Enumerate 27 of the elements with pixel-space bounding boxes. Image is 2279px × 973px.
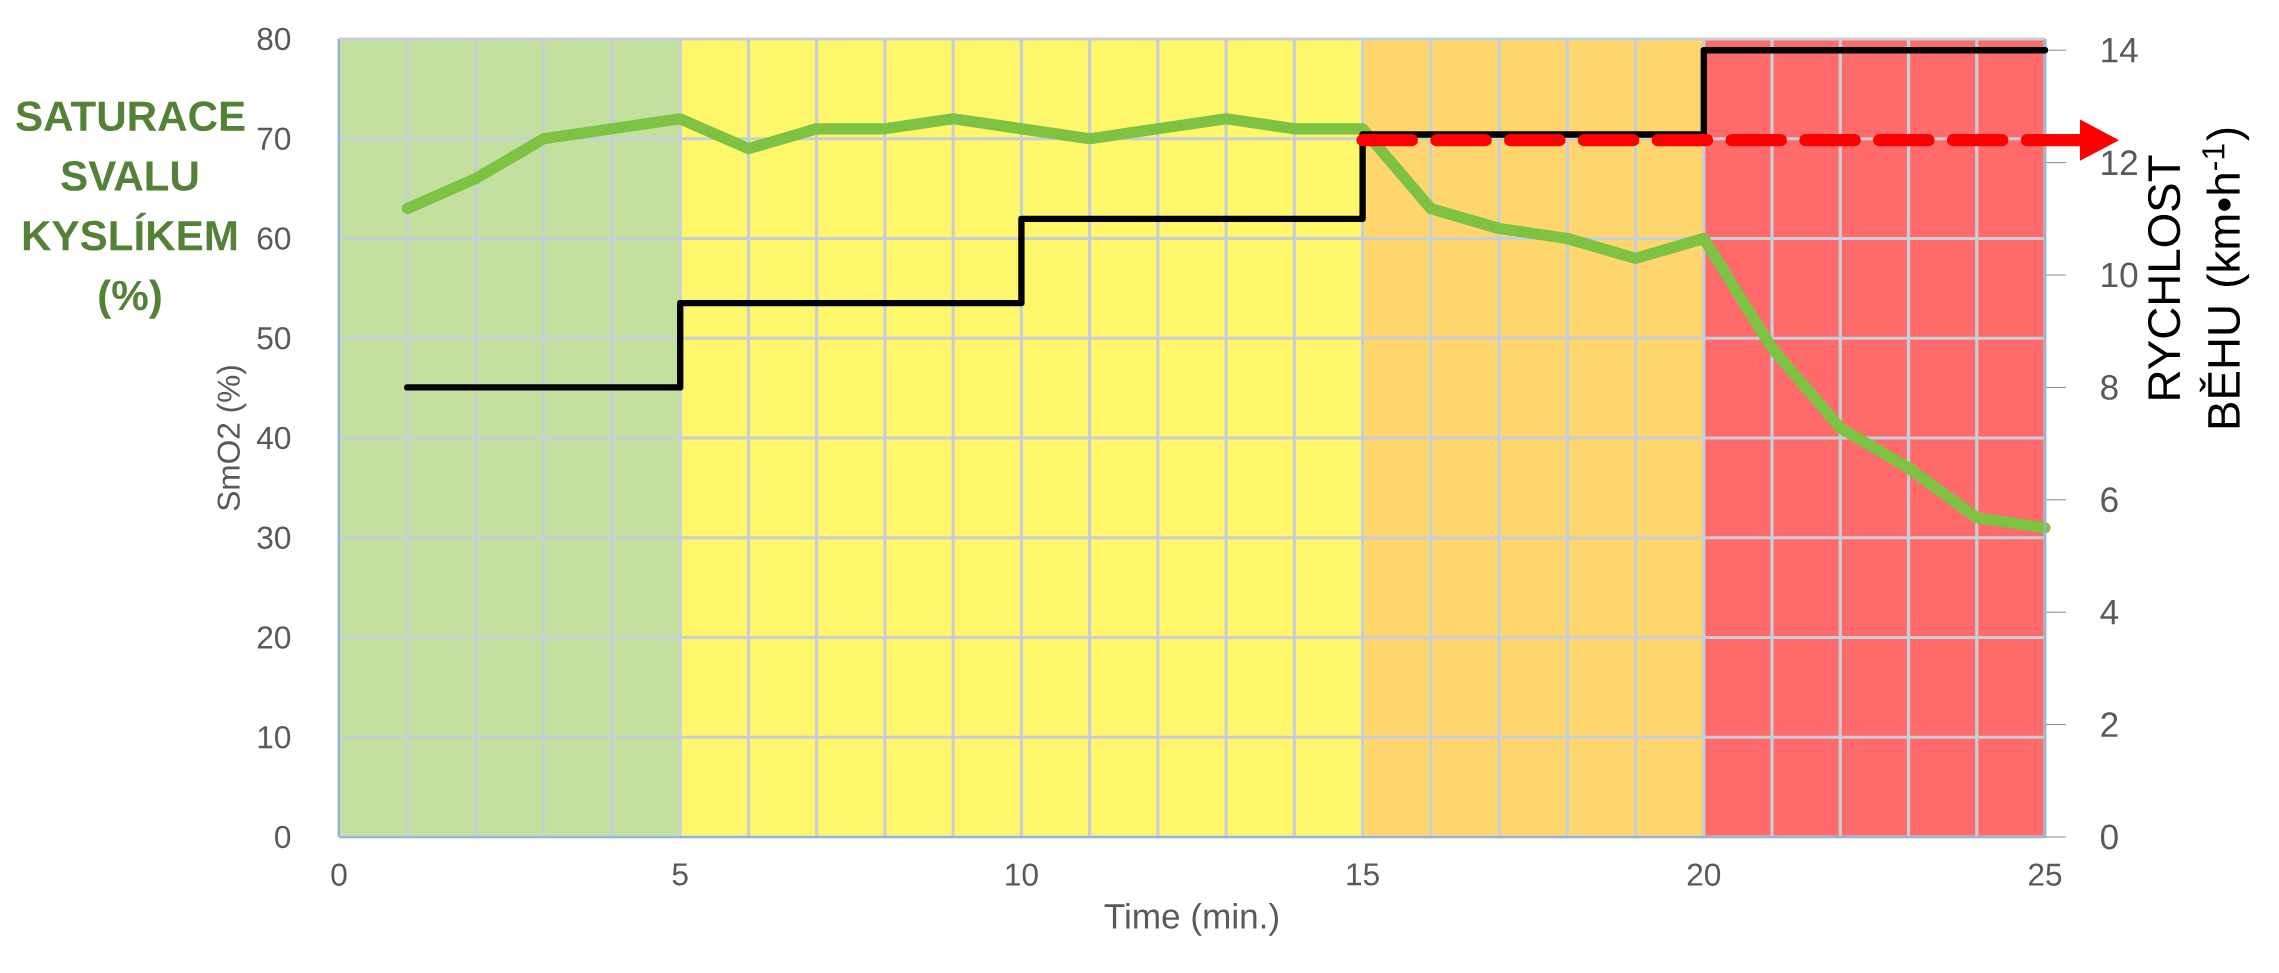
y2-axis-title: RYCHLOST BĚHU (km•h$^{-1}$): [2147, 128, 2250, 428]
y2-tick-label: 12: [2102, 150, 2137, 175]
y-tick-label: 50: [257, 327, 291, 350]
y-tick-label: 70: [257, 127, 291, 150]
y2-tick-label: 14: [2102, 38, 2138, 63]
x-tick-label: 10: [1006, 863, 1038, 886]
y2-tick-label: 8: [2101, 374, 2118, 400]
text: SATURACE SVALU KYSLÍKEM (%): [16, 101, 245, 319]
x-axis-title: Time (min.): [1104, 902, 1278, 936]
x-tick-label: 20: [1687, 863, 1721, 886]
y-tick-label: 10: [258, 726, 291, 749]
y2-tick-label: 0: [2100, 824, 2118, 850]
x-tick-label: 25: [2029, 863, 2062, 886]
y-tick-label: 80: [257, 27, 291, 51]
y2-tick-label: 6: [2101, 487, 2118, 513]
y2-tick-label: 10: [2102, 262, 2138, 288]
y-tick-label: 40: [256, 426, 291, 450]
y-tick-label: 0: [275, 825, 291, 849]
y2-tick-label: 2: [2101, 712, 2118, 737]
y-tick-label: 30: [257, 526, 291, 549]
y-tick-label: 20: [257, 626, 291, 649]
x-tick-label: 15: [1347, 863, 1379, 886]
x-tick-label: 0: [331, 863, 347, 886]
x-tick-label: 5: [672, 863, 688, 886]
y2-tick-label: 4: [2100, 600, 2119, 625]
y-tick-label: 60: [257, 227, 291, 250]
y-axis-title: SmO2 (%): [216, 366, 247, 511]
